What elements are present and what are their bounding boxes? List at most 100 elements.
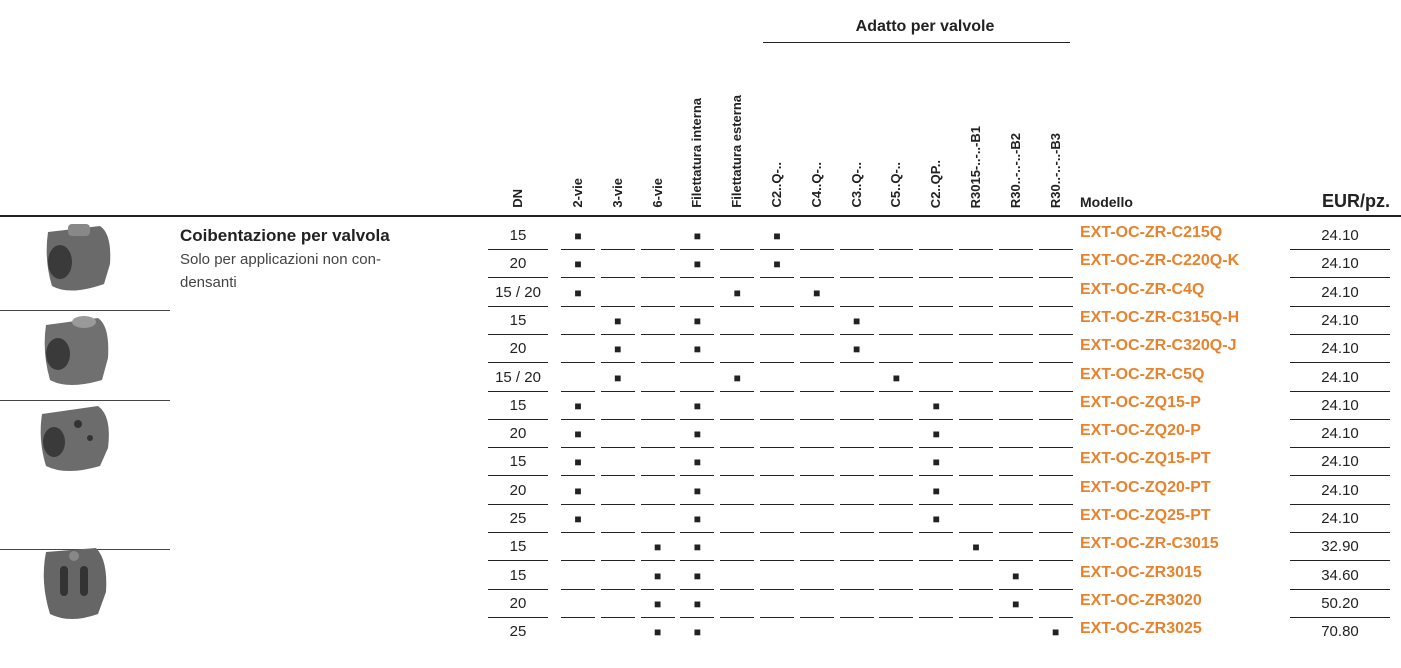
mark-cell: [959, 420, 993, 449]
column-header: C4..Q-..: [808, 162, 824, 208]
mark-cell: [998, 448, 1033, 477]
mark-cell: ■: [600, 364, 635, 392]
mark-cell: [799, 364, 834, 392]
mark-cell: ■: [640, 533, 675, 562]
mark-cell: [839, 448, 874, 477]
column-header: Modello: [1080, 194, 1133, 210]
mark-cell: ■: [959, 533, 993, 562]
mark-cell: [640, 477, 675, 505]
mark-cell: [959, 222, 993, 250]
mark-cell: [561, 533, 595, 562]
column-header: 6-vie: [649, 178, 665, 208]
mark-cell: ■: [998, 590, 1033, 618]
mark-cell: [720, 335, 755, 364]
mark-cell: [879, 307, 914, 335]
mark-cell: [839, 420, 874, 449]
mark-cell: ■: [680, 250, 715, 279]
mark-cell: ■: [600, 307, 635, 335]
mark-cell: [839, 590, 874, 618]
model-link[interactable]: EXT-OC-ZR3015: [1080, 563, 1202, 581]
price-cell: 24.10: [1290, 448, 1390, 477]
mark-cell: [680, 279, 715, 307]
mark-cell: [959, 364, 993, 392]
model-link[interactable]: EXT-OC-ZQ20-PT: [1080, 478, 1211, 496]
mark-cell: ■: [760, 250, 794, 279]
mark-cell: [600, 590, 635, 618]
mark-cell: [799, 562, 834, 590]
mark-cell: ■: [680, 307, 715, 335]
mark-cell: [1038, 590, 1073, 618]
mark-cell: [600, 505, 635, 533]
mark-cell: [640, 222, 675, 250]
mark-cell: ■: [600, 335, 635, 364]
mark-cell: [839, 562, 874, 590]
mark-cell: [561, 562, 595, 590]
mark-cell: [959, 448, 993, 477]
price-cell: 70.80: [1321, 623, 1359, 641]
mark-cell: ■: [561, 477, 595, 505]
mark-cell: [1038, 533, 1073, 562]
mark-cell: [998, 505, 1033, 533]
mark-cell: ■: [680, 392, 715, 420]
column-header: C2..QP..: [928, 159, 944, 208]
mark-cell: [879, 618, 913, 645]
mark-cell: [839, 364, 874, 392]
mark-cell: ■: [919, 448, 954, 477]
model-link[interactable]: EXT-OC-ZR3020: [1080, 591, 1202, 609]
mark-cell: [879, 279, 914, 307]
dn-cell: 15 / 20: [488, 364, 548, 392]
mark-cell: [640, 250, 675, 279]
mark-cell: [959, 505, 993, 533]
model-link[interactable]: EXT-OC-ZR-C220Q-K: [1080, 252, 1240, 270]
mark-cell: [879, 505, 914, 533]
mark-cell: [720, 448, 755, 477]
column-header: C5..Q-..: [888, 162, 904, 208]
mark-cell: ■: [760, 222, 794, 250]
model-link[interactable]: EXT-OC-ZR3025: [1080, 620, 1202, 638]
mark-cell: [919, 335, 954, 364]
model-link[interactable]: EXT-OC-ZR-C320Q-J: [1080, 337, 1237, 355]
mark-cell: [998, 420, 1033, 449]
mark-cell: [640, 279, 675, 307]
mark-cell: [1038, 392, 1073, 420]
mark-cell: ■: [680, 562, 715, 590]
model-link[interactable]: EXT-OC-ZR-C3015: [1080, 535, 1219, 553]
mark-cell: [1038, 307, 1073, 335]
mark-cell: ■: [561, 222, 595, 250]
mark-cell: [760, 533, 794, 562]
model-link[interactable]: EXT-OC-ZR-C4Q: [1080, 280, 1205, 298]
mark-cell: [1038, 448, 1073, 477]
model-link[interactable]: EXT-OC-ZR-C315Q-H: [1080, 308, 1240, 326]
dn-cell: 20: [488, 420, 548, 449]
column-header: C2..Q-..: [769, 162, 784, 208]
mark-cell: [919, 307, 954, 335]
mark-cell: [919, 250, 954, 279]
mark-cell: [839, 392, 874, 420]
mark-cell: ■: [919, 420, 954, 449]
model-link[interactable]: EXT-OC-ZQ20-P: [1080, 422, 1201, 440]
mark-cell: [799, 392, 834, 420]
price-cell: 24.10: [1290, 222, 1390, 250]
mark-cell: ■: [680, 448, 715, 477]
dn-cell: 25: [509, 623, 527, 641]
mark-cell: ■: [839, 335, 874, 364]
model-link[interactable]: EXT-OC-ZQ25-PT: [1080, 507, 1211, 524]
mark-cell: [600, 477, 635, 505]
price-cell: 24.10: [1290, 307, 1390, 335]
separator: [0, 310, 170, 311]
mark-cell: [919, 618, 953, 645]
mark-cell: [600, 420, 635, 449]
mark-cell: [799, 250, 834, 279]
column-header: C3..Q-..: [848, 162, 864, 208]
price-cell: 24.10: [1290, 279, 1390, 307]
model-link[interactable]: EXT-OC-ZQ15-P: [1080, 393, 1201, 411]
model-link[interactable]: EXT-OC-ZQ15-PT: [1080, 450, 1211, 468]
mark-cell: [561, 364, 595, 392]
model-link[interactable]: EXT-OC-ZR-C5Q: [1080, 365, 1205, 383]
model-link[interactable]: EXT-OC-ZR-C215Q: [1080, 224, 1223, 241]
mark-cell: [998, 279, 1033, 307]
mark-cell: [959, 562, 993, 590]
mark-cell: ■: [799, 279, 834, 307]
mark-cell: [998, 335, 1033, 364]
mark-cell: ■: [561, 392, 595, 420]
